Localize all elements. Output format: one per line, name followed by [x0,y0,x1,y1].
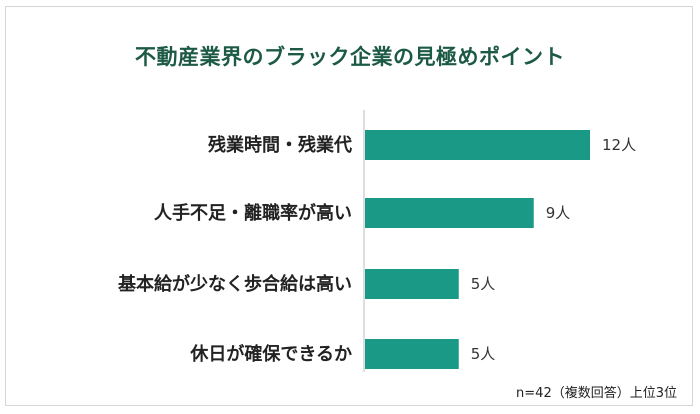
category-label: 残業時間・残業代 [208,134,352,156]
category-label: 基本給が少なく歩合給は高い [117,273,352,295]
category-label: 人手不足・離職率が高い [154,202,352,224]
value-label: 9人 [546,204,571,222]
bar [365,130,590,160]
value-label: 12人 [602,136,636,154]
bar [365,339,459,369]
bar [365,269,459,299]
bar [365,198,534,228]
value-label: 5人 [471,345,496,363]
chart-title: 不動産業界のブラック企業の見極めポイント [135,45,565,69]
category-label: 休日が確保できるか [189,343,352,365]
sample-note: n=42（複数回答）上位3位 [516,386,677,401]
chart-card [5,6,693,406]
value-label: 5人 [471,275,496,293]
